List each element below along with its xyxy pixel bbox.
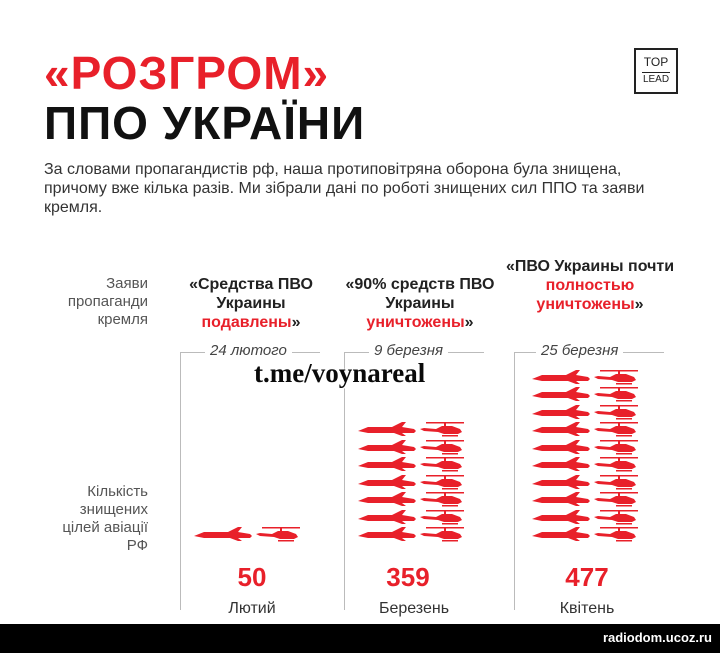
logo-bottom-text: LEAD xyxy=(642,74,670,85)
bracket-side-2 xyxy=(344,352,345,610)
title-line-1: «РОЗГРОМ» xyxy=(44,47,330,99)
footer-strip xyxy=(0,624,720,653)
helicopter-icon xyxy=(594,403,640,426)
fighter-jet-icon xyxy=(194,526,252,547)
helicopter-icon xyxy=(420,455,466,478)
helicopter-icon xyxy=(594,455,640,478)
fighter-jet-icon xyxy=(358,526,416,547)
helicopter-icon xyxy=(594,438,640,461)
fighter-jet-icon xyxy=(358,439,416,460)
helicopter-icon xyxy=(594,525,640,548)
helicopter-icon xyxy=(256,525,302,548)
fighter-jet-icon xyxy=(358,491,416,512)
logo-divider xyxy=(642,72,670,73)
fighter-jet-icon xyxy=(358,509,416,530)
label-kremlin-claims: Заяви пропаганди кремля xyxy=(67,275,148,328)
helicopter-icon xyxy=(420,490,466,513)
fighter-jet-icon xyxy=(532,439,590,460)
claim-1-end: » xyxy=(291,314,301,331)
intro-text: За словами пропагандистів рф, наша проти… xyxy=(44,161,645,216)
claim-2-end: » xyxy=(464,314,474,331)
bracket-side-1 xyxy=(180,352,181,610)
label-destroyed-count: Кількість знищених цілей авіації РФ xyxy=(62,483,148,554)
count-2: 359 xyxy=(386,562,430,592)
aircraft-stack-2 xyxy=(356,360,476,550)
bracket-side-3 xyxy=(514,352,515,610)
title-line-2: ППО УКРАЇНИ xyxy=(44,97,366,149)
fighter-jet-icon xyxy=(532,509,590,530)
claim-3-end: » xyxy=(634,296,644,313)
claim-3-highlight: полностью уничтожены xyxy=(536,277,635,313)
helicopter-icon xyxy=(594,473,640,496)
claim-2-highlight: уничтожены xyxy=(366,314,465,331)
top-lead-logo: TOP LEAD xyxy=(634,48,678,94)
claim-3-text: «ПВО Украины почти xyxy=(505,258,675,275)
helicopter-icon xyxy=(594,385,640,408)
helicopter-icon xyxy=(420,508,466,531)
month-1: Лютий xyxy=(228,600,276,617)
fighter-jet-icon xyxy=(532,386,590,407)
aircraft-stack-1 xyxy=(192,360,312,550)
fighter-jet-icon xyxy=(358,474,416,495)
claim-2-text: «90% средств ПВО Украины xyxy=(345,276,495,312)
date-2: 9 березня xyxy=(369,342,449,360)
helicopter-icon xyxy=(420,438,466,461)
claim-column-1: «Средства ПВО Украины подавлены» xyxy=(176,275,326,332)
fighter-jet-icon xyxy=(532,421,590,442)
date-1: 24 лютого xyxy=(205,342,292,360)
claim-1-text: «Средства ПВО Украины xyxy=(189,276,313,312)
helicopter-icon xyxy=(420,473,466,496)
fighter-jet-icon xyxy=(358,456,416,477)
count-1: 50 xyxy=(237,562,267,592)
helicopter-icon xyxy=(420,525,466,548)
helicopter-icon xyxy=(594,368,640,391)
fighter-jet-icon xyxy=(532,491,590,512)
footer-site: radiodom.ucoz.ru xyxy=(602,630,712,645)
fighter-jet-icon xyxy=(532,474,590,495)
fighter-jet-icon xyxy=(532,526,590,547)
month-2: Березень xyxy=(378,600,450,617)
month-3: Квітень xyxy=(559,600,615,617)
fighter-jet-icon xyxy=(532,404,590,425)
fighter-jet-icon xyxy=(358,421,416,442)
claim-column-2: «90% средств ПВО Украины уничтожены» xyxy=(340,275,500,332)
count-3: 477 xyxy=(565,562,609,592)
logo-top-text: TOP xyxy=(643,55,669,69)
claim-column-3: «ПВО Украины почти полностью уничтожены» xyxy=(505,257,675,314)
telegram-watermark: t.me/voynareal xyxy=(254,358,426,388)
fighter-jet-icon xyxy=(532,369,590,390)
helicopter-icon xyxy=(420,420,466,443)
fighter-jet-icon xyxy=(532,456,590,477)
date-3: 25 березня xyxy=(536,342,624,360)
helicopter-icon xyxy=(594,508,640,531)
claim-1-highlight: подавлены xyxy=(201,314,292,331)
helicopter-icon xyxy=(594,420,640,443)
aircraft-stack-3 xyxy=(530,360,660,550)
helicopter-icon xyxy=(594,490,640,513)
